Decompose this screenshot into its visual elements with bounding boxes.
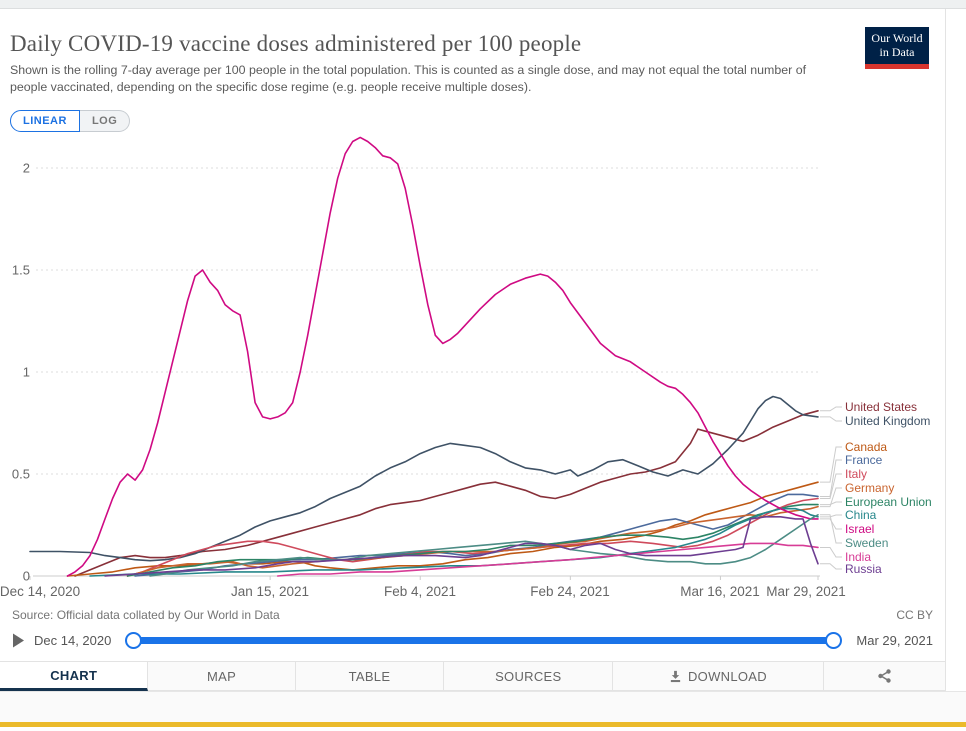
- tab-download[interactable]: DOWNLOAD: [613, 662, 824, 692]
- y-axis-tick-label: 0.5: [12, 467, 30, 482]
- timeline-start-date: Dec 14, 2020: [34, 632, 112, 648]
- series-line-india[interactable]: [276, 542, 819, 578]
- log-button[interactable]: LOG: [79, 110, 131, 133]
- source-row: Source: Official data collated by Our Wo…: [0, 606, 945, 622]
- play-icon[interactable]: [12, 633, 25, 648]
- license-link[interactable]: CC BY: [896, 608, 933, 623]
- series-label-china[interactable]: China: [845, 508, 877, 522]
- timeline-row: Dec 14, 2020 Mar 29, 2021: [0, 622, 945, 655]
- series-label-italy[interactable]: Italy: [845, 467, 867, 481]
- x-axis-tick-label: Mar 16, 2021: [680, 584, 760, 599]
- download-icon: [670, 670, 681, 682]
- series-label-canada[interactable]: Canada: [845, 440, 887, 454]
- owid-logo-line1: Our World: [871, 31, 923, 45]
- tab-share[interactable]: [823, 662, 945, 692]
- series-line-israel[interactable]: [66, 136, 819, 578]
- x-axis-tick-label: Jan 15, 2021: [231, 584, 309, 599]
- series-label-european-union[interactable]: European Union: [845, 495, 932, 509]
- legend-connector-canada: [820, 446, 842, 483]
- series-label-united-kingdom[interactable]: United Kingdom: [845, 414, 930, 428]
- x-axis-tick-label: Feb 4, 2021: [384, 584, 456, 599]
- timeline-handle-end[interactable]: [825, 632, 843, 650]
- series-line-russia[interactable]: [104, 516, 819, 578]
- legend-connector-israel: [820, 518, 842, 530]
- tab-chart[interactable]: CHART: [0, 662, 149, 692]
- series-label-germany[interactable]: Germany: [845, 481, 894, 495]
- y-axis-tick-label: 1.5: [12, 263, 30, 278]
- tab-map[interactable]: MAP: [148, 662, 296, 692]
- source-text: Source: Official data collated by Our Wo…: [12, 608, 280, 623]
- yellow-divider: [0, 722, 966, 728]
- chart-card: Our World in Data Daily COVID-19 vaccine…: [0, 9, 946, 692]
- legend-connector-france: [820, 459, 842, 498]
- x-axis-tick-label: Mar 29, 2021: [766, 584, 846, 599]
- share-icon: [878, 669, 891, 683]
- linear-button[interactable]: LINEAR: [10, 110, 80, 133]
- series-label-france[interactable]: France: [845, 453, 883, 467]
- y-axis-tick-label: 0: [23, 569, 30, 584]
- owid-logo[interactable]: Our World in Data: [865, 27, 929, 69]
- legend-connector-european-union: [820, 501, 842, 506]
- x-axis-tick-label: Feb 24, 2021: [530, 584, 610, 599]
- series-label-sweden[interactable]: Sweden: [845, 536, 888, 550]
- page-title: Daily COVID-19 vaccine doses administere…: [10, 31, 582, 56]
- timeline-end-date: Mar 29, 2021: [856, 632, 933, 648]
- series-line-european-union[interactable]: [126, 504, 819, 578]
- tab-bar: CHART MAP TABLE SOURCES DOWNLOAD: [0, 661, 945, 692]
- y-axis-tick-label: 2: [23, 161, 30, 176]
- series-label-india[interactable]: India: [845, 550, 871, 564]
- x-axis-tick-label: Dec 14, 2020: [0, 584, 80, 599]
- chart-svg[interactable]: 0 0.5 1 1.5 2 Dec 14, 2020 Jan 15, 2021 Feb 4, …: [0, 134, 945, 606]
- series-line-france[interactable]: [134, 493, 819, 578]
- chart-header: Daily COVID-19 vaccine doses administere…: [0, 9, 945, 96]
- tab-sources[interactable]: SOURCES: [444, 662, 614, 692]
- legend-connector-united-kingdom: [820, 416, 842, 422]
- page-background-strip: [0, 691, 966, 723]
- series-label-israel[interactable]: Israel: [845, 522, 874, 536]
- top-strip: [0, 0, 966, 9]
- scale-toggle: LINEAR LOG: [10, 110, 945, 133]
- series-line-germany[interactable]: [126, 506, 819, 578]
- series-line-canada[interactable]: [66, 481, 819, 578]
- legend-connector-india: [820, 547, 842, 558]
- legend-connector-italy: [820, 473, 842, 500]
- legend-connector-russia: [820, 563, 842, 570]
- legend-connector-china: [820, 514, 842, 518]
- legend-connector-united-states: [820, 406, 842, 412]
- tab-table[interactable]: TABLE: [295, 662, 445, 692]
- series-line-sweden[interactable]: [149, 514, 819, 578]
- y-axis-tick-label: 1: [23, 365, 30, 380]
- timeline-slider[interactable]: [125, 631, 843, 650]
- timeline-track[interactable]: [128, 637, 840, 645]
- legend-connector-germany: [820, 487, 842, 508]
- legend-connector-sweden: [820, 514, 842, 544]
- series-label-russia[interactable]: Russia: [845, 562, 882, 576]
- series-line-united-kingdom[interactable]: [29, 395, 819, 562]
- owid-logo-line2: in Data: [879, 44, 915, 59]
- series-label-united-states[interactable]: United States: [845, 400, 917, 414]
- timeline-handle-start[interactable]: [125, 632, 143, 650]
- page-subtitle: Shown is the rolling 7-day average per 1…: [10, 63, 807, 95]
